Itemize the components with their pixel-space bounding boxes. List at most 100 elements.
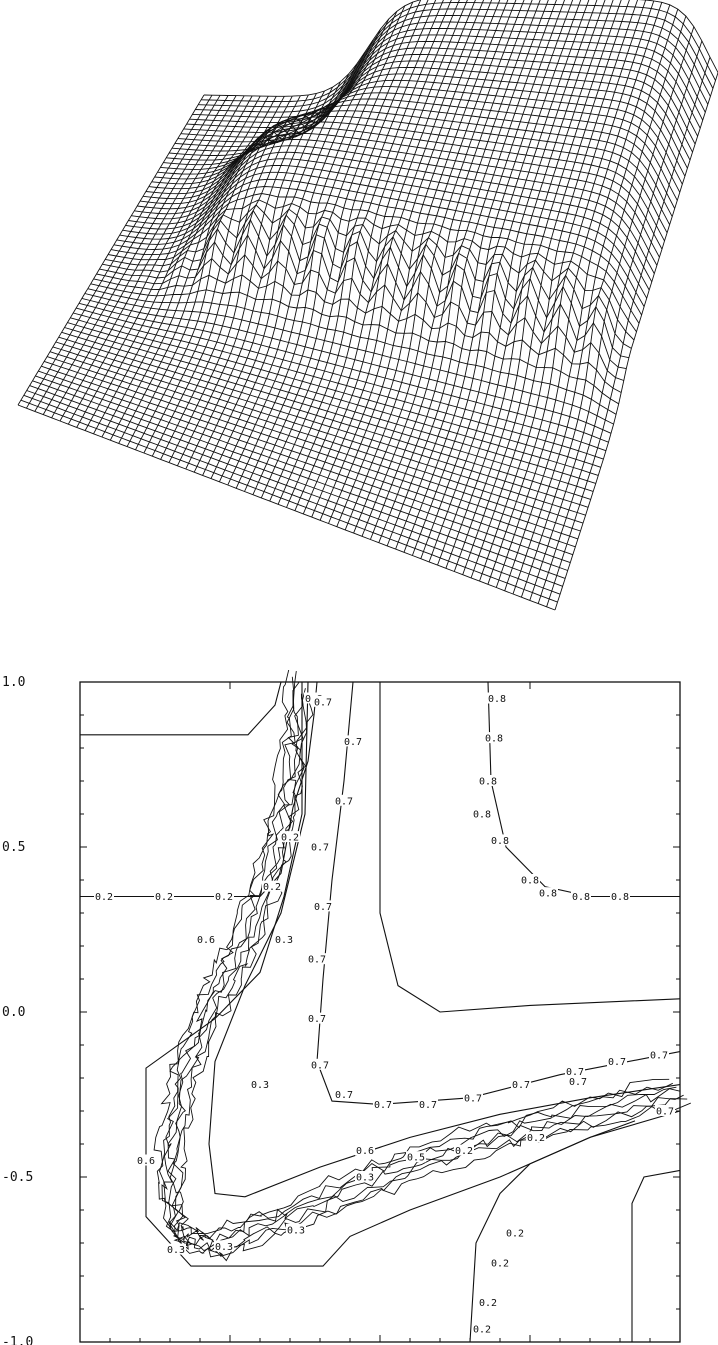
surface-column-line — [160, 81, 341, 460]
surface-column-line — [118, 95, 301, 444]
surface-column-line — [59, 95, 245, 422]
contour-label-bg — [406, 1151, 426, 1163]
surface-column-line — [294, 0, 468, 511]
contour-label: 0.2 — [281, 833, 299, 844]
contour-label: 0.2 — [95, 892, 113, 903]
contour-label-bg — [250, 1078, 270, 1090]
contour-label-bg — [307, 1012, 327, 1024]
contour-label-bg — [649, 1048, 669, 1060]
contour-label-bg — [355, 1144, 375, 1156]
contour-label-bg — [568, 1075, 588, 1087]
surface-row-line — [93, 274, 622, 393]
contour-label-bg — [343, 735, 363, 747]
contour-label: 0.8 — [491, 836, 509, 847]
contour-label: 0.2 — [491, 1258, 509, 1269]
contour-label-bg — [280, 831, 300, 843]
contour-label-bg — [418, 1098, 438, 1110]
surface-column-line — [26, 94, 213, 409]
surface-column-line — [252, 0, 429, 495]
contour-label: 0.7 — [335, 796, 353, 807]
contour-label-bg — [478, 775, 498, 786]
contour-label: 0.8 — [572, 892, 590, 903]
contour-label-bg — [538, 887, 558, 899]
surface-column-line — [411, 0, 582, 556]
surface-column-line — [369, 0, 541, 540]
surface-column-line — [428, 0, 598, 563]
surface-column-line — [93, 96, 277, 435]
surface-row-line — [166, 79, 686, 177]
surface-column-line — [479, 0, 647, 582]
surface-row-line — [160, 92, 681, 193]
surface-column-line — [395, 0, 566, 550]
surface-column-line — [84, 95, 269, 431]
surface-column-line — [76, 95, 261, 428]
contour-label-bg — [274, 933, 294, 945]
surface-column-line — [143, 90, 325, 454]
contour-label: 0.3 — [356, 1173, 374, 1184]
surface-column-line — [512, 8, 679, 595]
surface-column-line — [151, 86, 333, 457]
contour-label: 0.3 — [215, 1242, 233, 1253]
contour-label: 0.2 — [479, 1298, 497, 1309]
contour-label: 0.7 — [512, 1080, 530, 1091]
contour-label: 0.6 — [137, 1156, 155, 1167]
contour-label: 0.2 — [506, 1229, 524, 1240]
surface-mesh — [17, 0, 718, 611]
surface-column-line — [311, 0, 485, 518]
surface-column-line — [353, 0, 525, 534]
contour-label: 0.3 — [251, 1080, 269, 1091]
contour-label: 0.7 — [335, 1090, 353, 1101]
surface-column-line — [51, 95, 237, 419]
contour-label-bg — [505, 1227, 525, 1239]
surface-row-line — [201, 2, 716, 103]
contour-label: 0.8 — [473, 810, 491, 821]
contour-label: 0.7 — [464, 1093, 482, 1104]
surface-column-line — [42, 95, 229, 415]
surface-column-line — [17, 94, 205, 406]
contour-label: 0.7 — [566, 1067, 584, 1078]
surface-column-line — [269, 0, 444, 502]
contour-label: 0.7 — [344, 737, 362, 748]
surface-column-line — [495, 2, 663, 588]
y-tick-label: 0.5 — [2, 840, 25, 855]
contour-label: 0.7 — [608, 1057, 626, 1068]
surface-column-line — [529, 26, 695, 601]
contour-label-bg — [484, 732, 504, 744]
contour-line-dense-band — [163, 676, 677, 1244]
surface-column-line — [135, 93, 317, 451]
surface-row-line — [105, 209, 632, 349]
surface-column-line — [302, 0, 476, 515]
contour-label-bg — [655, 1105, 675, 1116]
contour-label: 0.3 — [167, 1245, 185, 1256]
contour-label: 0.7 — [656, 1107, 674, 1118]
contour-label-bg — [454, 1144, 474, 1156]
contour-line-0.2 — [80, 681, 282, 736]
surface-column-line — [67, 95, 253, 425]
y-tick-label: 0.0 — [2, 1005, 25, 1020]
surface-column-line — [109, 95, 293, 441]
surface-column-line — [286, 0, 460, 508]
contour-label-bg — [472, 808, 492, 819]
y-tick-label: -0.5 — [2, 1170, 33, 1185]
contour-label: 0.7 — [650, 1050, 668, 1061]
wireframe-surface-plot — [17, 0, 718, 611]
contour-line-dense-band — [158, 671, 673, 1240]
surface-column-line — [202, 28, 382, 476]
contour-label: 0.6 — [197, 935, 215, 946]
y-tick-label: -1.0 — [2, 1335, 33, 1345]
contour-label: 0.8 — [521, 876, 539, 887]
surface-column-line — [126, 94, 309, 447]
surface-column-line — [277, 0, 452, 505]
contour-label-bg — [571, 890, 591, 902]
surface-column-line — [487, 0, 655, 585]
contour-line-0.6 — [208, 681, 681, 1198]
contour-label-bg — [334, 794, 354, 806]
contour-label-bg — [166, 1243, 186, 1255]
contour-line-dense-band — [153, 670, 670, 1235]
surface-column-line — [244, 0, 422, 492]
contour-label-bg — [355, 1171, 375, 1182]
surface-column-line — [227, 5, 406, 486]
contour-label: 0.7 — [374, 1100, 392, 1111]
contour-label-bg — [262, 880, 282, 892]
contour-label-bg — [94, 890, 114, 902]
